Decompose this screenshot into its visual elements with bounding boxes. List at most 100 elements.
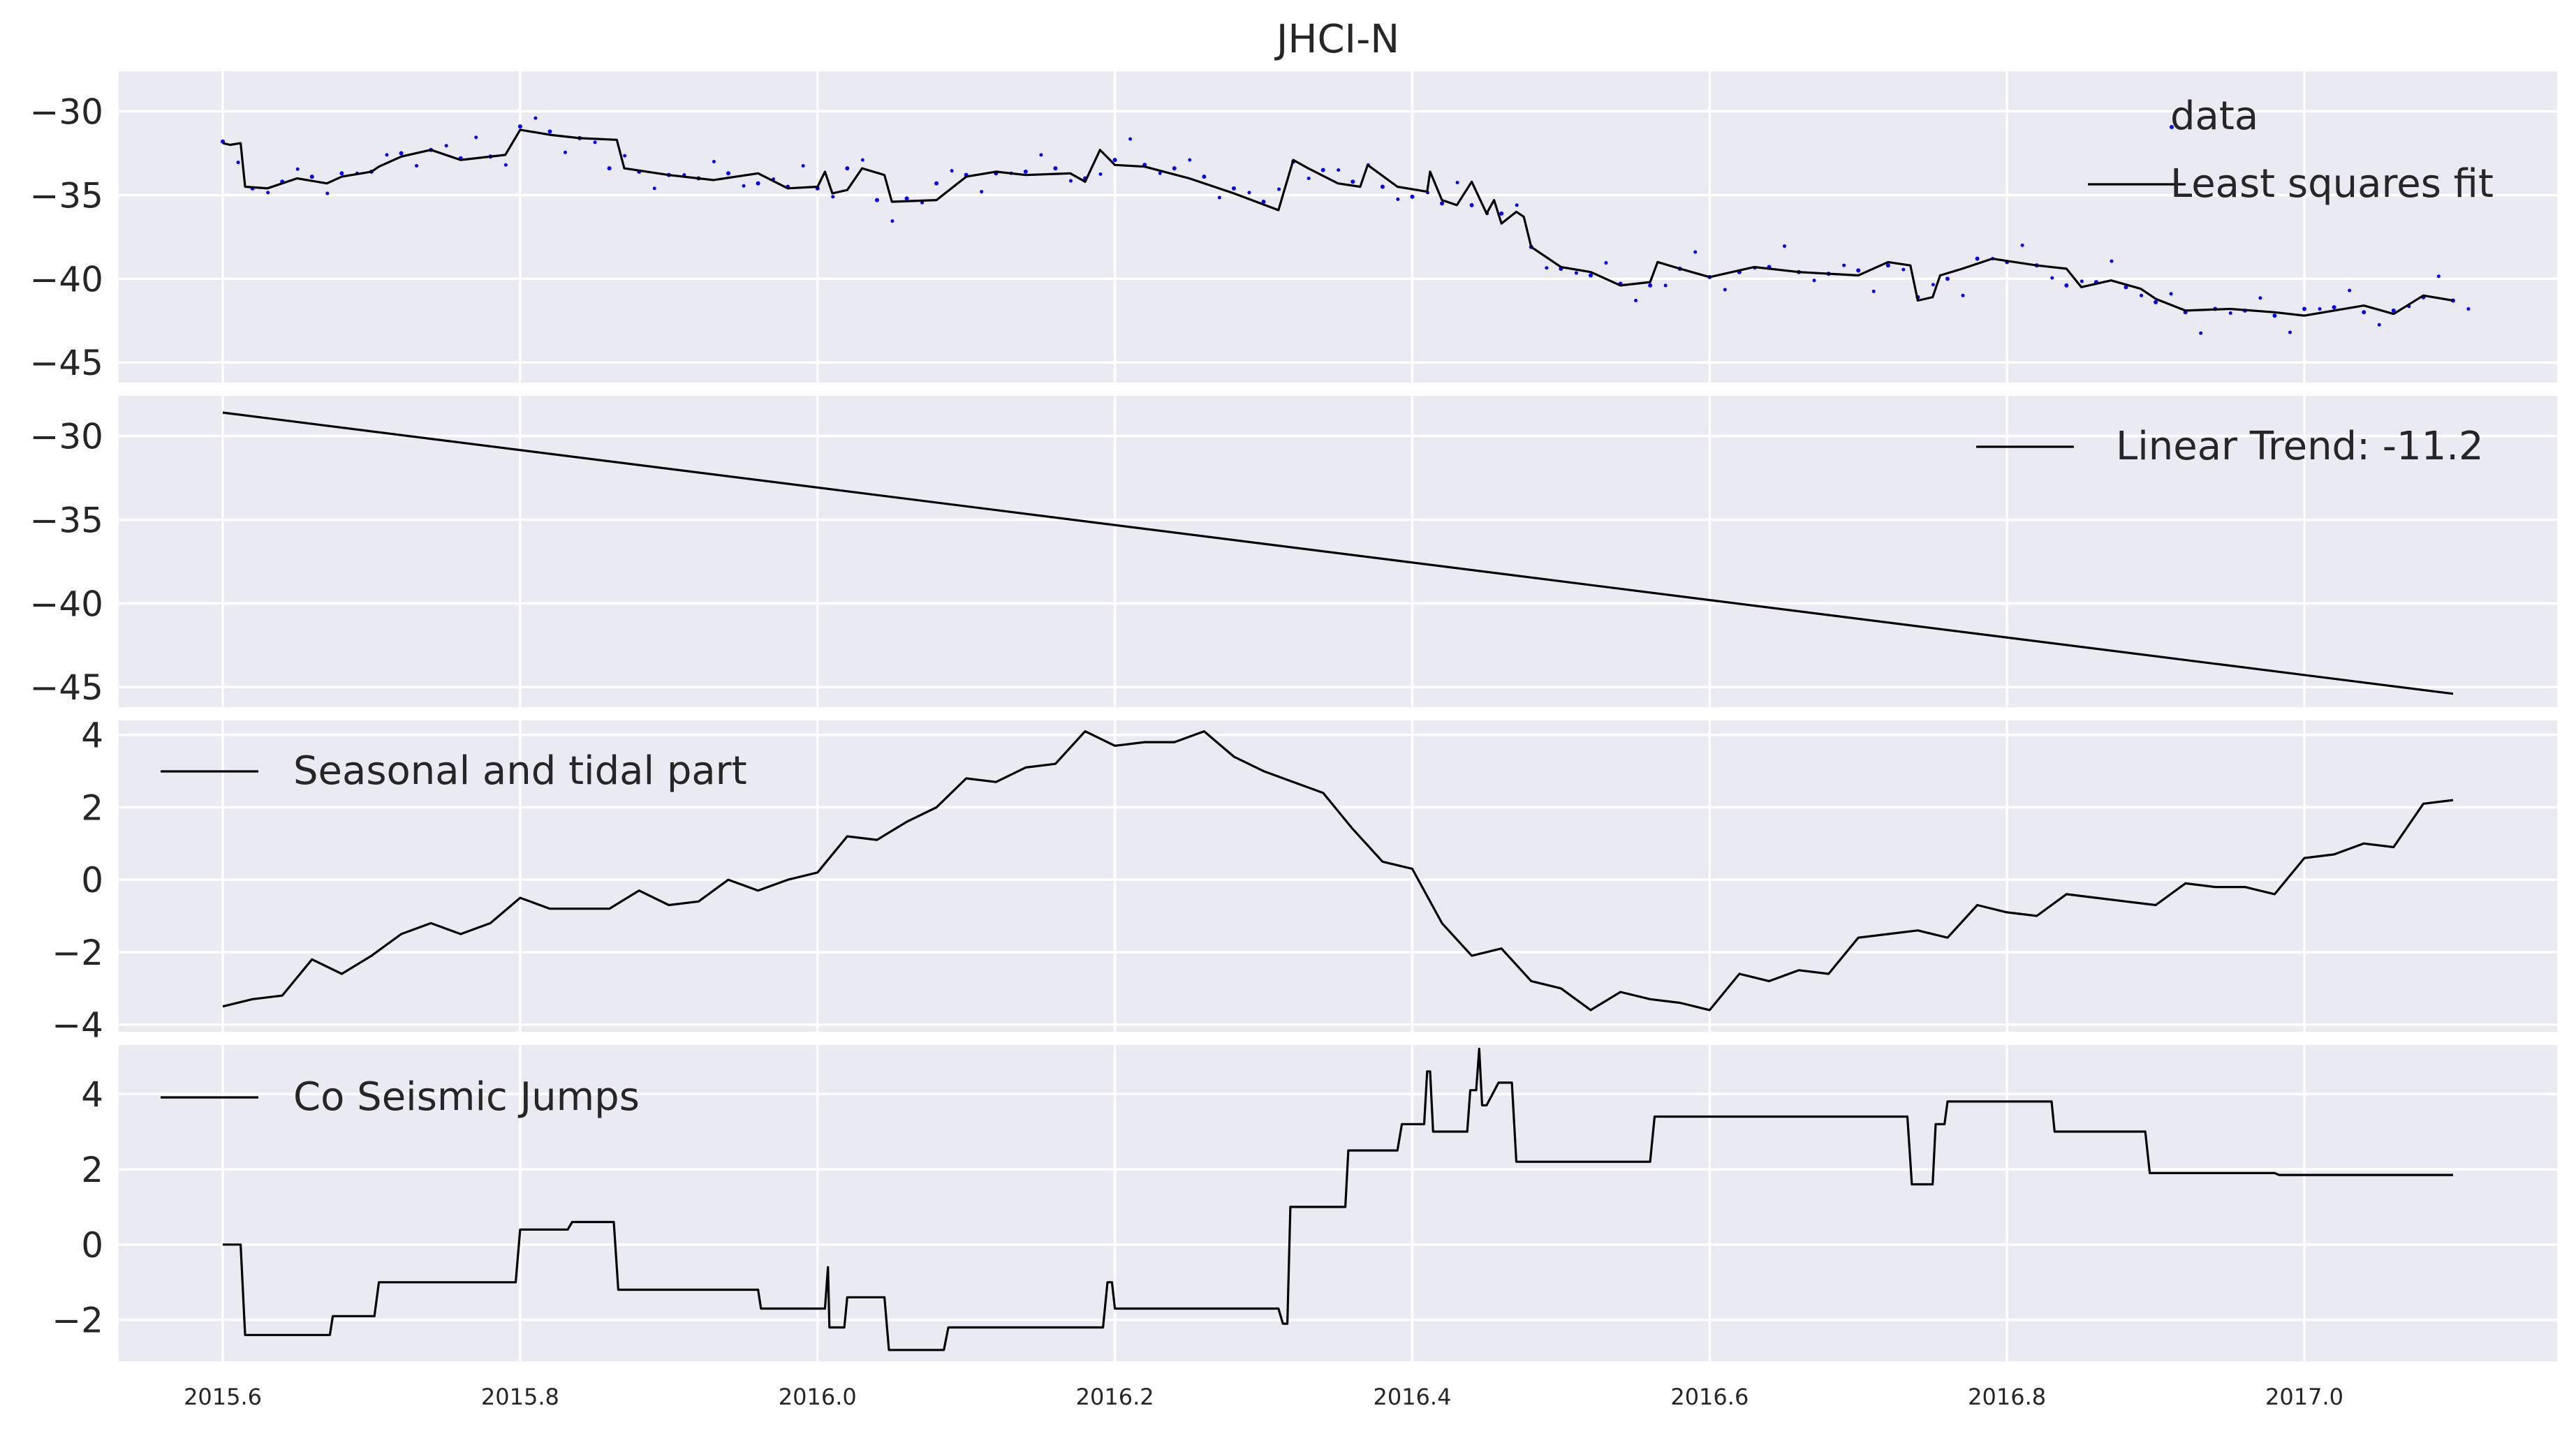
data-point	[1842, 263, 1846, 267]
data-point	[2140, 293, 2144, 297]
legend-label: data	[2170, 94, 2258, 139]
data-point	[2348, 288, 2352, 293]
series-co-seismic-jumps	[223, 1047, 2453, 1352]
data-point	[309, 175, 314, 179]
x-tick-label: 2016.8	[1968, 1384, 2046, 1410]
data-point	[2288, 330, 2292, 334]
data-point	[980, 190, 984, 194]
data-point	[1112, 158, 1117, 163]
data-point	[726, 171, 730, 176]
legend-marker	[2170, 125, 2174, 129]
data-point	[934, 181, 939, 186]
data-point	[1247, 191, 1251, 195]
x-tick-label: 2016.2	[1076, 1384, 1154, 1410]
data-point	[904, 196, 909, 201]
data-point	[2391, 308, 2396, 313]
data-point	[1337, 168, 1341, 172]
data-point	[860, 158, 864, 162]
panel-3: 4 2 0 −2 −4 Seasonal and tidal part	[52, 716, 2557, 1046]
y-tick-label: −4	[52, 1005, 103, 1046]
series-linear-trend-11-2	[222, 411, 2454, 695]
y-tick-label: 0	[81, 1225, 103, 1266]
data-point	[1648, 283, 1653, 288]
series-least-squares-fit	[222, 128, 2454, 317]
data-point	[547, 129, 552, 134]
data-point	[266, 191, 270, 195]
legend: data Least squares fit	[2088, 94, 2494, 207]
y-tick-label: 2	[81, 1150, 103, 1190]
data-point	[503, 163, 508, 167]
data-point	[295, 167, 300, 171]
data-point	[2064, 283, 2069, 288]
data-point	[712, 159, 716, 163]
data-point	[444, 144, 448, 148]
panel-4: 4 2 0 −2 Co Seismic Jumps	[52, 1045, 2557, 1361]
legend-label: Co Seismic Jumps	[293, 1074, 640, 1120]
data-point	[2124, 285, 2128, 290]
data-point	[2302, 306, 2307, 311]
data-point	[474, 135, 478, 140]
data-point	[2110, 259, 2114, 263]
data-point	[1574, 271, 1578, 275]
data-point	[1931, 283, 1935, 287]
y-tick-label: −45	[29, 667, 103, 708]
y-tick-label: −45	[29, 343, 103, 383]
data-point	[652, 186, 656, 191]
x-tick-label: 2015.6	[184, 1384, 262, 1410]
data-point	[890, 219, 895, 223]
data-point	[1885, 263, 1890, 268]
y-tick-label: −30	[29, 417, 103, 457]
data-point	[236, 161, 240, 165]
data-point	[1945, 276, 1950, 281]
data-point	[2020, 243, 2024, 247]
data-point	[2169, 292, 2173, 296]
panel-1: −30 −35 −40 −45 data Least squares fit	[29, 71, 2557, 383]
data-point	[2199, 331, 2203, 335]
data-point	[2466, 306, 2471, 311]
data-point	[1261, 200, 1266, 205]
series-line	[222, 128, 2454, 317]
panel-background	[119, 720, 2557, 1032]
x-axis-ticks: 2015.6 2015.8 2016.0 2016.2 2016.4 2016.6 2016…	[184, 1384, 2343, 1410]
legend-label: Least squares fit	[2170, 161, 2494, 207]
y-tick-label: −35	[29, 175, 103, 216]
data-point	[1128, 137, 1133, 141]
data-point	[2154, 299, 2158, 304]
data-point	[1604, 261, 1608, 265]
data-point	[1961, 293, 1965, 297]
data-point	[845, 166, 850, 171]
data-point	[831, 195, 835, 199]
data-point	[1455, 180, 1459, 184]
data-point	[1307, 176, 1311, 180]
data-point	[1663, 283, 1668, 288]
data-point	[1812, 279, 1816, 283]
data-point	[1039, 153, 1043, 157]
data-point	[385, 153, 389, 157]
data-point	[623, 154, 627, 158]
data-point	[2362, 310, 2367, 315]
y-tick-label: 4	[81, 1074, 103, 1115]
data-point	[415, 163, 419, 168]
data-point	[2318, 306, 2322, 311]
data-point	[1172, 166, 1177, 171]
y-tick-label: −2	[52, 933, 103, 973]
data-point	[1871, 289, 1876, 293]
data-point	[1396, 197, 1400, 201]
legend: Co Seismic Jumps	[161, 1074, 640, 1120]
data-point	[2258, 296, 2262, 300]
y-tick-label: 0	[81, 860, 103, 901]
x-tick-label: 2015.8	[481, 1384, 559, 1410]
data-point	[1068, 179, 1073, 183]
data-point	[1410, 194, 1415, 199]
legend: Seasonal and tidal part	[161, 748, 747, 794]
y-tick-label: 4	[81, 716, 103, 756]
data-point	[1202, 175, 1207, 179]
data-point	[1634, 299, 1638, 303]
series-line	[223, 1047, 2453, 1352]
legend-label: Linear Trend: -11.2	[2116, 424, 2484, 469]
y-tick-label: −30	[29, 92, 103, 133]
panel-background	[119, 71, 2557, 383]
x-tick-label: 2017.0	[2265, 1384, 2343, 1410]
data-point	[607, 166, 612, 171]
